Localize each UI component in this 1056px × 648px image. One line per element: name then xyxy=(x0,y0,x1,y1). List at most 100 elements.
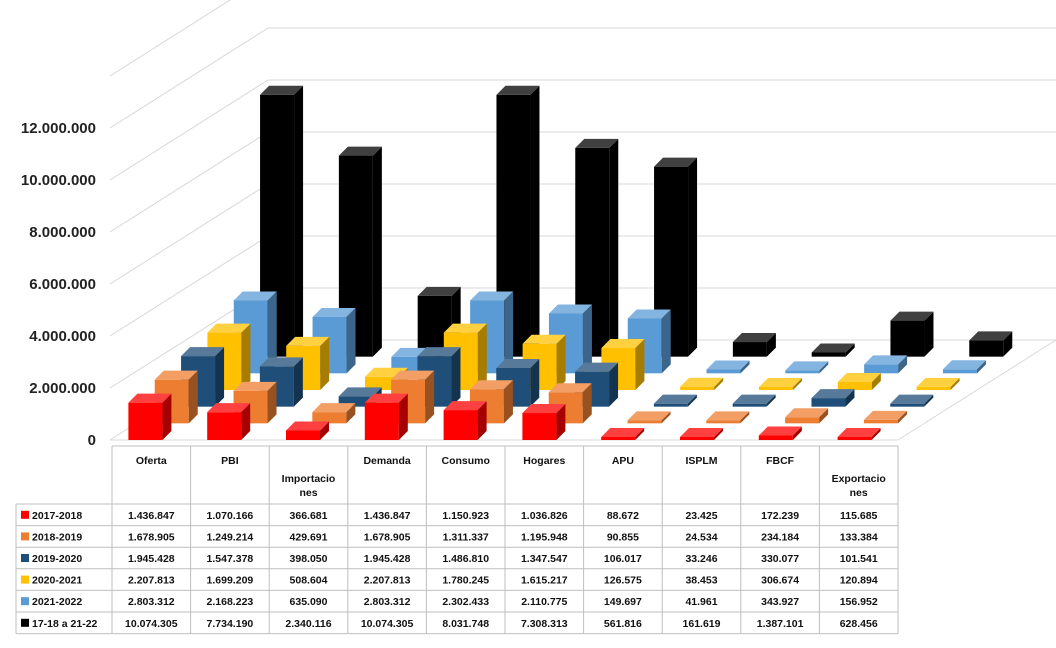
data-label: 1.347.547 xyxy=(521,553,568,565)
bar-front xyxy=(838,437,872,440)
bar-2017-2018-Consumo xyxy=(444,401,487,440)
bar-2021-2022-Exportacio nes xyxy=(943,360,986,373)
legend-label: 2018-2019 xyxy=(32,531,82,543)
category-label: Hogares xyxy=(523,455,565,467)
bar-front xyxy=(890,321,924,357)
data-label: 38.453 xyxy=(685,575,717,587)
data-label: 33.246 xyxy=(685,553,717,565)
bar-side xyxy=(189,371,198,424)
legend-key xyxy=(21,597,29,605)
bar-17-18 a 21-22-ISPLM xyxy=(812,343,855,356)
bar-front xyxy=(812,352,846,356)
data-label: 115.685 xyxy=(840,510,878,522)
data-label: 88.672 xyxy=(607,510,639,522)
bar-2017-2018-ISPLM xyxy=(680,428,723,440)
gridline-depth xyxy=(110,132,268,232)
bar-side xyxy=(688,158,697,357)
data-label: 41.961 xyxy=(685,596,717,608)
category-label: APU xyxy=(612,455,634,467)
bar-2017-2018-Importacio nes xyxy=(286,421,329,440)
bar-2019-2020-FBCF xyxy=(811,389,854,407)
y-tick-label: 10.000.000 xyxy=(21,172,96,189)
bar-side xyxy=(530,86,539,357)
legend-label: 2021-2022 xyxy=(32,596,82,608)
bar-side xyxy=(373,147,382,357)
bar-front xyxy=(628,420,662,423)
data-label: 133.384 xyxy=(840,531,878,543)
data-label: 635.090 xyxy=(290,596,328,608)
category-label: Exportacio nes xyxy=(832,473,886,499)
data-label: 561.816 xyxy=(604,618,642,630)
bar-front xyxy=(680,437,714,440)
legend-label: 17-18 a 21-22 xyxy=(32,618,98,630)
bar-side xyxy=(478,324,487,390)
bar-front xyxy=(759,436,793,440)
data-label: 2.302.433 xyxy=(442,596,489,608)
bar-2017-2018-Hogares xyxy=(522,404,565,440)
category-label: FBCF xyxy=(766,455,795,467)
data-label: 628.456 xyxy=(840,618,878,630)
data-label: 161.619 xyxy=(683,618,721,630)
data-label: 1.387.101 xyxy=(757,618,804,630)
bar-front xyxy=(680,387,714,390)
data-label: 2.110.775 xyxy=(521,596,567,608)
data-label: 120.894 xyxy=(840,575,878,587)
data-label: 1.150.923 xyxy=(442,510,489,522)
category-label: Consumo xyxy=(441,455,489,467)
bar-2018-2019-APU xyxy=(628,411,671,423)
data-label: 1.486.810 xyxy=(442,553,489,565)
data-label: 1.249.214 xyxy=(207,531,254,543)
bar-front xyxy=(128,403,162,440)
category-label: Demanda xyxy=(363,455,410,467)
data-label: 126.575 xyxy=(604,575,642,587)
data-table: Oferta PBI Importacio nes Demanda Consumo Hoga… xyxy=(16,446,898,634)
data-label: 23.425 xyxy=(685,510,717,522)
data-label: 90.855 xyxy=(607,531,639,543)
gridline-depth xyxy=(110,80,268,180)
data-label: 106.017 xyxy=(604,553,642,565)
bar-front xyxy=(733,404,767,407)
legend-label: 2017-2018 xyxy=(32,510,82,522)
y-axis: 02.000.0004.000.0006.000.0008.000.00010.… xyxy=(21,120,96,449)
data-label: 1.547.378 xyxy=(207,553,254,565)
bar-front xyxy=(943,369,977,373)
bar-side xyxy=(347,308,356,373)
data-label: 508.604 xyxy=(290,575,328,587)
category-label: PBI xyxy=(221,455,239,467)
gridline-depth xyxy=(110,184,268,284)
data-label: 24.534 xyxy=(685,531,717,543)
legend-label: 2020-2021 xyxy=(32,575,82,587)
bar-2017-2018-PBI xyxy=(207,403,250,440)
legend-label: 2019-2020 xyxy=(32,553,82,565)
bar-side xyxy=(241,324,250,390)
data-label: 7.308.313 xyxy=(521,618,568,630)
data-label: 2.803.312 xyxy=(364,596,411,608)
bar-front xyxy=(733,342,767,357)
bar-2018-2019-ISPLM xyxy=(706,411,749,423)
bar-front xyxy=(864,420,898,423)
bar-side xyxy=(320,337,329,390)
bar-2021-2022-ISPLM xyxy=(785,361,828,373)
bar-front xyxy=(601,437,635,440)
data-label: 1.070.166 xyxy=(207,510,254,522)
data-label: 7.734.190 xyxy=(207,618,254,630)
bar-front xyxy=(207,412,241,440)
data-label: 10.074.305 xyxy=(361,618,414,630)
y-tick-label: 2.000.000 xyxy=(29,380,96,397)
bar-front xyxy=(785,417,819,423)
data-label: 10.074.305 xyxy=(125,618,178,630)
data-label: 8.031.748 xyxy=(442,618,489,630)
legend-key xyxy=(21,576,29,584)
bar-2021-2022-APU xyxy=(707,360,750,373)
data-label: 306.674 xyxy=(761,575,799,587)
gridline-depth xyxy=(110,0,268,76)
gridline-depth xyxy=(110,28,268,128)
data-label: 429.691 xyxy=(290,531,328,543)
data-label: 149.697 xyxy=(604,596,642,608)
y-tick-label: 0 xyxy=(88,432,96,449)
bar-front xyxy=(654,404,688,407)
bar-2018-2019-FBCF xyxy=(785,408,828,423)
data-label: 1.436.847 xyxy=(364,510,411,522)
legend-key xyxy=(21,532,29,540)
